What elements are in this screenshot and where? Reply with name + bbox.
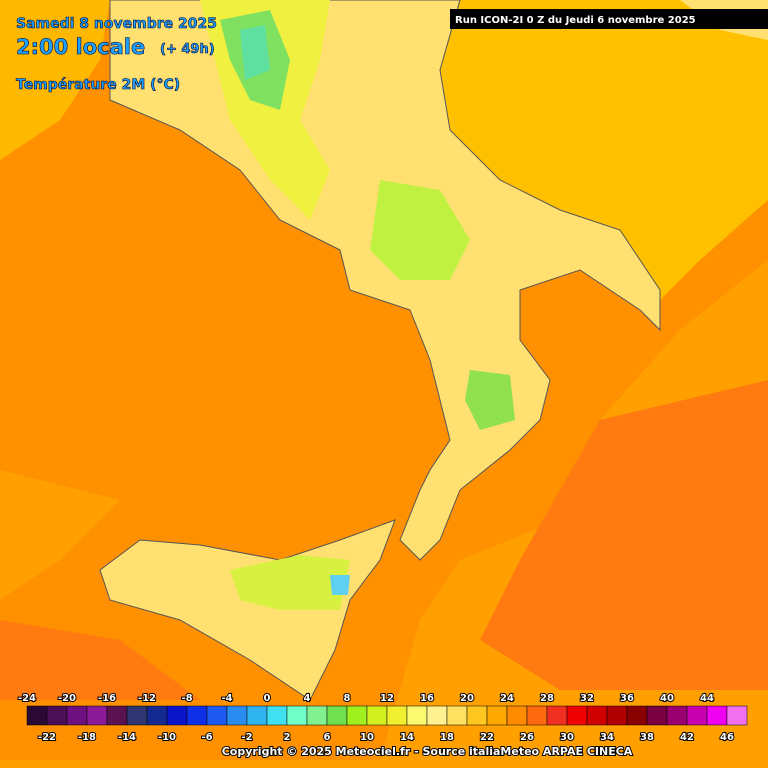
legend-label: 2 bbox=[284, 732, 291, 743]
legend-swatch bbox=[506, 705, 528, 726]
legend-label: 46 bbox=[720, 732, 734, 743]
legend-label: 26 bbox=[520, 732, 534, 743]
legend-swatch bbox=[126, 705, 148, 726]
legend-swatch bbox=[46, 705, 68, 726]
copyright: Copyright © 2025 Meteociel.fr - Source i… bbox=[222, 745, 633, 758]
legend-swatch bbox=[606, 705, 628, 726]
legend-label: 28 bbox=[540, 693, 554, 704]
legend-swatch bbox=[706, 705, 728, 726]
legend-swatch bbox=[86, 705, 108, 726]
legend-label: 38 bbox=[640, 732, 654, 743]
land-cool bbox=[230, 555, 350, 610]
legend-swatch bbox=[346, 705, 368, 726]
legend-label: -18 bbox=[78, 732, 96, 743]
legend-swatch bbox=[426, 705, 448, 726]
legend-swatch bbox=[146, 705, 168, 726]
legend-label: 42 bbox=[680, 732, 694, 743]
legend-swatch bbox=[286, 705, 308, 726]
legend-label: -2 bbox=[241, 732, 252, 743]
legend-label: 22 bbox=[480, 732, 494, 743]
legend-swatch bbox=[526, 705, 548, 726]
land-cool bbox=[370, 180, 470, 280]
legend-swatch bbox=[366, 705, 388, 726]
legend-label: 14 bbox=[400, 732, 414, 743]
legend-label: 40 bbox=[660, 693, 674, 704]
legend-swatch bbox=[686, 705, 708, 726]
legend-swatch bbox=[386, 705, 408, 726]
legend-label: 16 bbox=[420, 693, 434, 704]
legend-swatch bbox=[26, 705, 48, 726]
legend-label: -12 bbox=[138, 693, 156, 704]
legend-label: -4 bbox=[221, 693, 232, 704]
legend-swatch bbox=[646, 705, 668, 726]
legend-label: -16 bbox=[98, 693, 116, 704]
legend-label: 32 bbox=[580, 693, 594, 704]
legend-swatch bbox=[326, 705, 348, 726]
legend-label: -6 bbox=[201, 732, 212, 743]
sea-hot bbox=[0, 620, 200, 700]
forecast-date: Samedi 8 novembre 2025 bbox=[16, 16, 217, 32]
legend-label: 24 bbox=[500, 693, 514, 704]
legend-label: 20 bbox=[460, 693, 474, 704]
legend-label: -8 bbox=[181, 693, 192, 704]
legend-swatch bbox=[486, 705, 508, 726]
legend-swatch bbox=[566, 705, 588, 726]
legend-label: 44 bbox=[700, 693, 714, 704]
legend-swatch bbox=[626, 705, 648, 726]
legend-swatch bbox=[546, 705, 568, 726]
legend-label: 34 bbox=[600, 732, 614, 743]
forecast-time: 2:00 locale bbox=[16, 35, 145, 59]
legend-swatch bbox=[106, 705, 128, 726]
legend-label: 36 bbox=[620, 693, 634, 704]
legend-swatch bbox=[66, 705, 88, 726]
color-legend: -24-22-20-18-16-14-12-10-8-6-4-202468101… bbox=[17, 692, 748, 744]
legend-label: 6 bbox=[324, 732, 331, 743]
legend-label: -10 bbox=[158, 732, 176, 743]
legend-swatch bbox=[166, 705, 188, 726]
legend-swatch bbox=[406, 705, 428, 726]
forecast-lead: (+ 49h) bbox=[160, 42, 215, 57]
legend-swatch bbox=[306, 705, 328, 726]
legend-swatch bbox=[666, 705, 688, 726]
legend-swatch bbox=[446, 705, 468, 726]
legend-swatch bbox=[266, 705, 288, 726]
etna-cold bbox=[330, 575, 350, 595]
legend-swatch bbox=[726, 705, 748, 726]
run-banner bbox=[450, 9, 768, 29]
legend-swatch bbox=[246, 705, 268, 726]
legend-swatch bbox=[466, 705, 488, 726]
sea-cool bbox=[440, 0, 768, 300]
legend-label: 8 bbox=[344, 693, 351, 704]
legend-label: -14 bbox=[118, 732, 136, 743]
legend-label: 18 bbox=[440, 732, 454, 743]
land-cold bbox=[240, 25, 270, 80]
legend-label: 0 bbox=[264, 693, 271, 704]
legend-label: 10 bbox=[360, 732, 374, 743]
legend-swatch bbox=[186, 705, 208, 726]
run-info: Run ICON-2I 0 Z du Jeudi 6 novembre 2025 bbox=[455, 15, 696, 26]
legend-label: -24 bbox=[18, 693, 36, 704]
legend-label: 4 bbox=[304, 693, 311, 704]
legend-label: -22 bbox=[38, 732, 56, 743]
legend-swatch bbox=[586, 705, 608, 726]
legend-label: 12 bbox=[380, 693, 394, 704]
legend-label: 30 bbox=[560, 732, 574, 743]
parameter: Température 2M (°C) bbox=[16, 77, 180, 93]
legend-label: -20 bbox=[58, 693, 76, 704]
sea-hot bbox=[480, 380, 768, 690]
legend-swatch bbox=[226, 705, 248, 726]
sea-cool bbox=[0, 0, 110, 160]
land-cold bbox=[465, 370, 515, 430]
legend-swatch bbox=[206, 705, 228, 726]
